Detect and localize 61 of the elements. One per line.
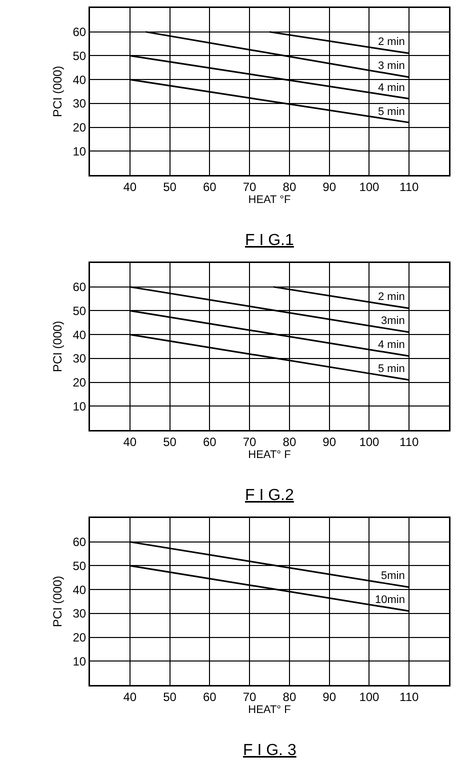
y-tick-label: 40 (72, 72, 86, 87)
y-tick-label: 30 (72, 606, 86, 621)
series-label: 10min (375, 594, 405, 606)
x-tick-label: 50 (163, 690, 177, 704)
x-tick-label: 110 (400, 434, 419, 449)
x-tick-label: 60 (202, 690, 217, 704)
x-tick-label: 110 (400, 180, 419, 194)
y-tick-label: 10 (72, 144, 86, 158)
x-tick-label: 40 (123, 434, 137, 449)
y-tick-label: 60 (72, 535, 86, 550)
y-tick-label: 50 (72, 558, 86, 573)
x-tick-label: 110 (400, 690, 419, 704)
x-axis-title: HEAT °F (248, 194, 292, 206)
x-tick-label: 80 (282, 180, 296, 194)
series-label: 4 min (378, 82, 405, 94)
y-tick-label: 40 (72, 582, 86, 597)
text: F I G. 3 (243, 742, 296, 759)
y-axis-title: PCI (000) (50, 320, 64, 372)
x-tick-label: 50 (163, 434, 177, 449)
x-tick-label: 60 (202, 434, 217, 449)
x-tick-label: 80 (282, 690, 296, 704)
series-label: 5 min (378, 363, 405, 375)
y-tick-label: 30 (72, 352, 86, 366)
x-tick-label: 90 (322, 690, 336, 704)
x-tick-label: 40 (123, 690, 137, 704)
series-label: 5min (381, 570, 405, 582)
y-tick-label: 10 (72, 399, 86, 414)
x-tick-label: 100 (359, 690, 380, 704)
y-tick-label: 30 (72, 96, 86, 111)
y-tick-label: 60 (72, 25, 86, 40)
series-label: 4 min (378, 339, 405, 351)
y-tick-label: 50 (72, 48, 86, 63)
x-tick-label: 90 (322, 434, 336, 449)
x-axis-title: HEAT° F (248, 448, 292, 461)
y-axis-title: PCI (000) (50, 576, 64, 628)
x-axis-title: HEAT° F (248, 704, 292, 716)
series-label: 2 min (378, 291, 405, 303)
y-tick-label: 50 (72, 304, 86, 318)
x-tick-label: 90 (322, 180, 336, 194)
series-label: 3min (381, 315, 405, 327)
y-tick-label: 20 (72, 120, 86, 134)
x-tick-label: 80 (282, 434, 296, 449)
y-tick-label: 20 (72, 630, 86, 644)
x-tick-label: 70 (242, 434, 257, 449)
y-tick-label: 40 (72, 328, 86, 342)
x-tick-label: 50 (163, 180, 177, 194)
y-tick-label: 60 (72, 280, 86, 294)
x-tick-label: 70 (242, 180, 257, 194)
y-axis-title: PCI (000) (50, 66, 64, 118)
y-tick-label: 20 (72, 375, 86, 390)
x-tick-label: 70 (242, 690, 257, 704)
x-tick-label: 100 (359, 180, 380, 194)
y-tick-label: 10 (72, 654, 86, 668)
series-label: 5 min (378, 106, 405, 118)
x-tick-label: 60 (202, 180, 217, 194)
x-tick-label: 40 (123, 180, 137, 194)
text: F I G.1 (245, 232, 294, 249)
text: F I G.2 (245, 487, 294, 504)
series-label: 3 min (378, 60, 405, 72)
series-label: 2 min (378, 36, 405, 48)
x-tick-label: 100 (359, 434, 380, 449)
